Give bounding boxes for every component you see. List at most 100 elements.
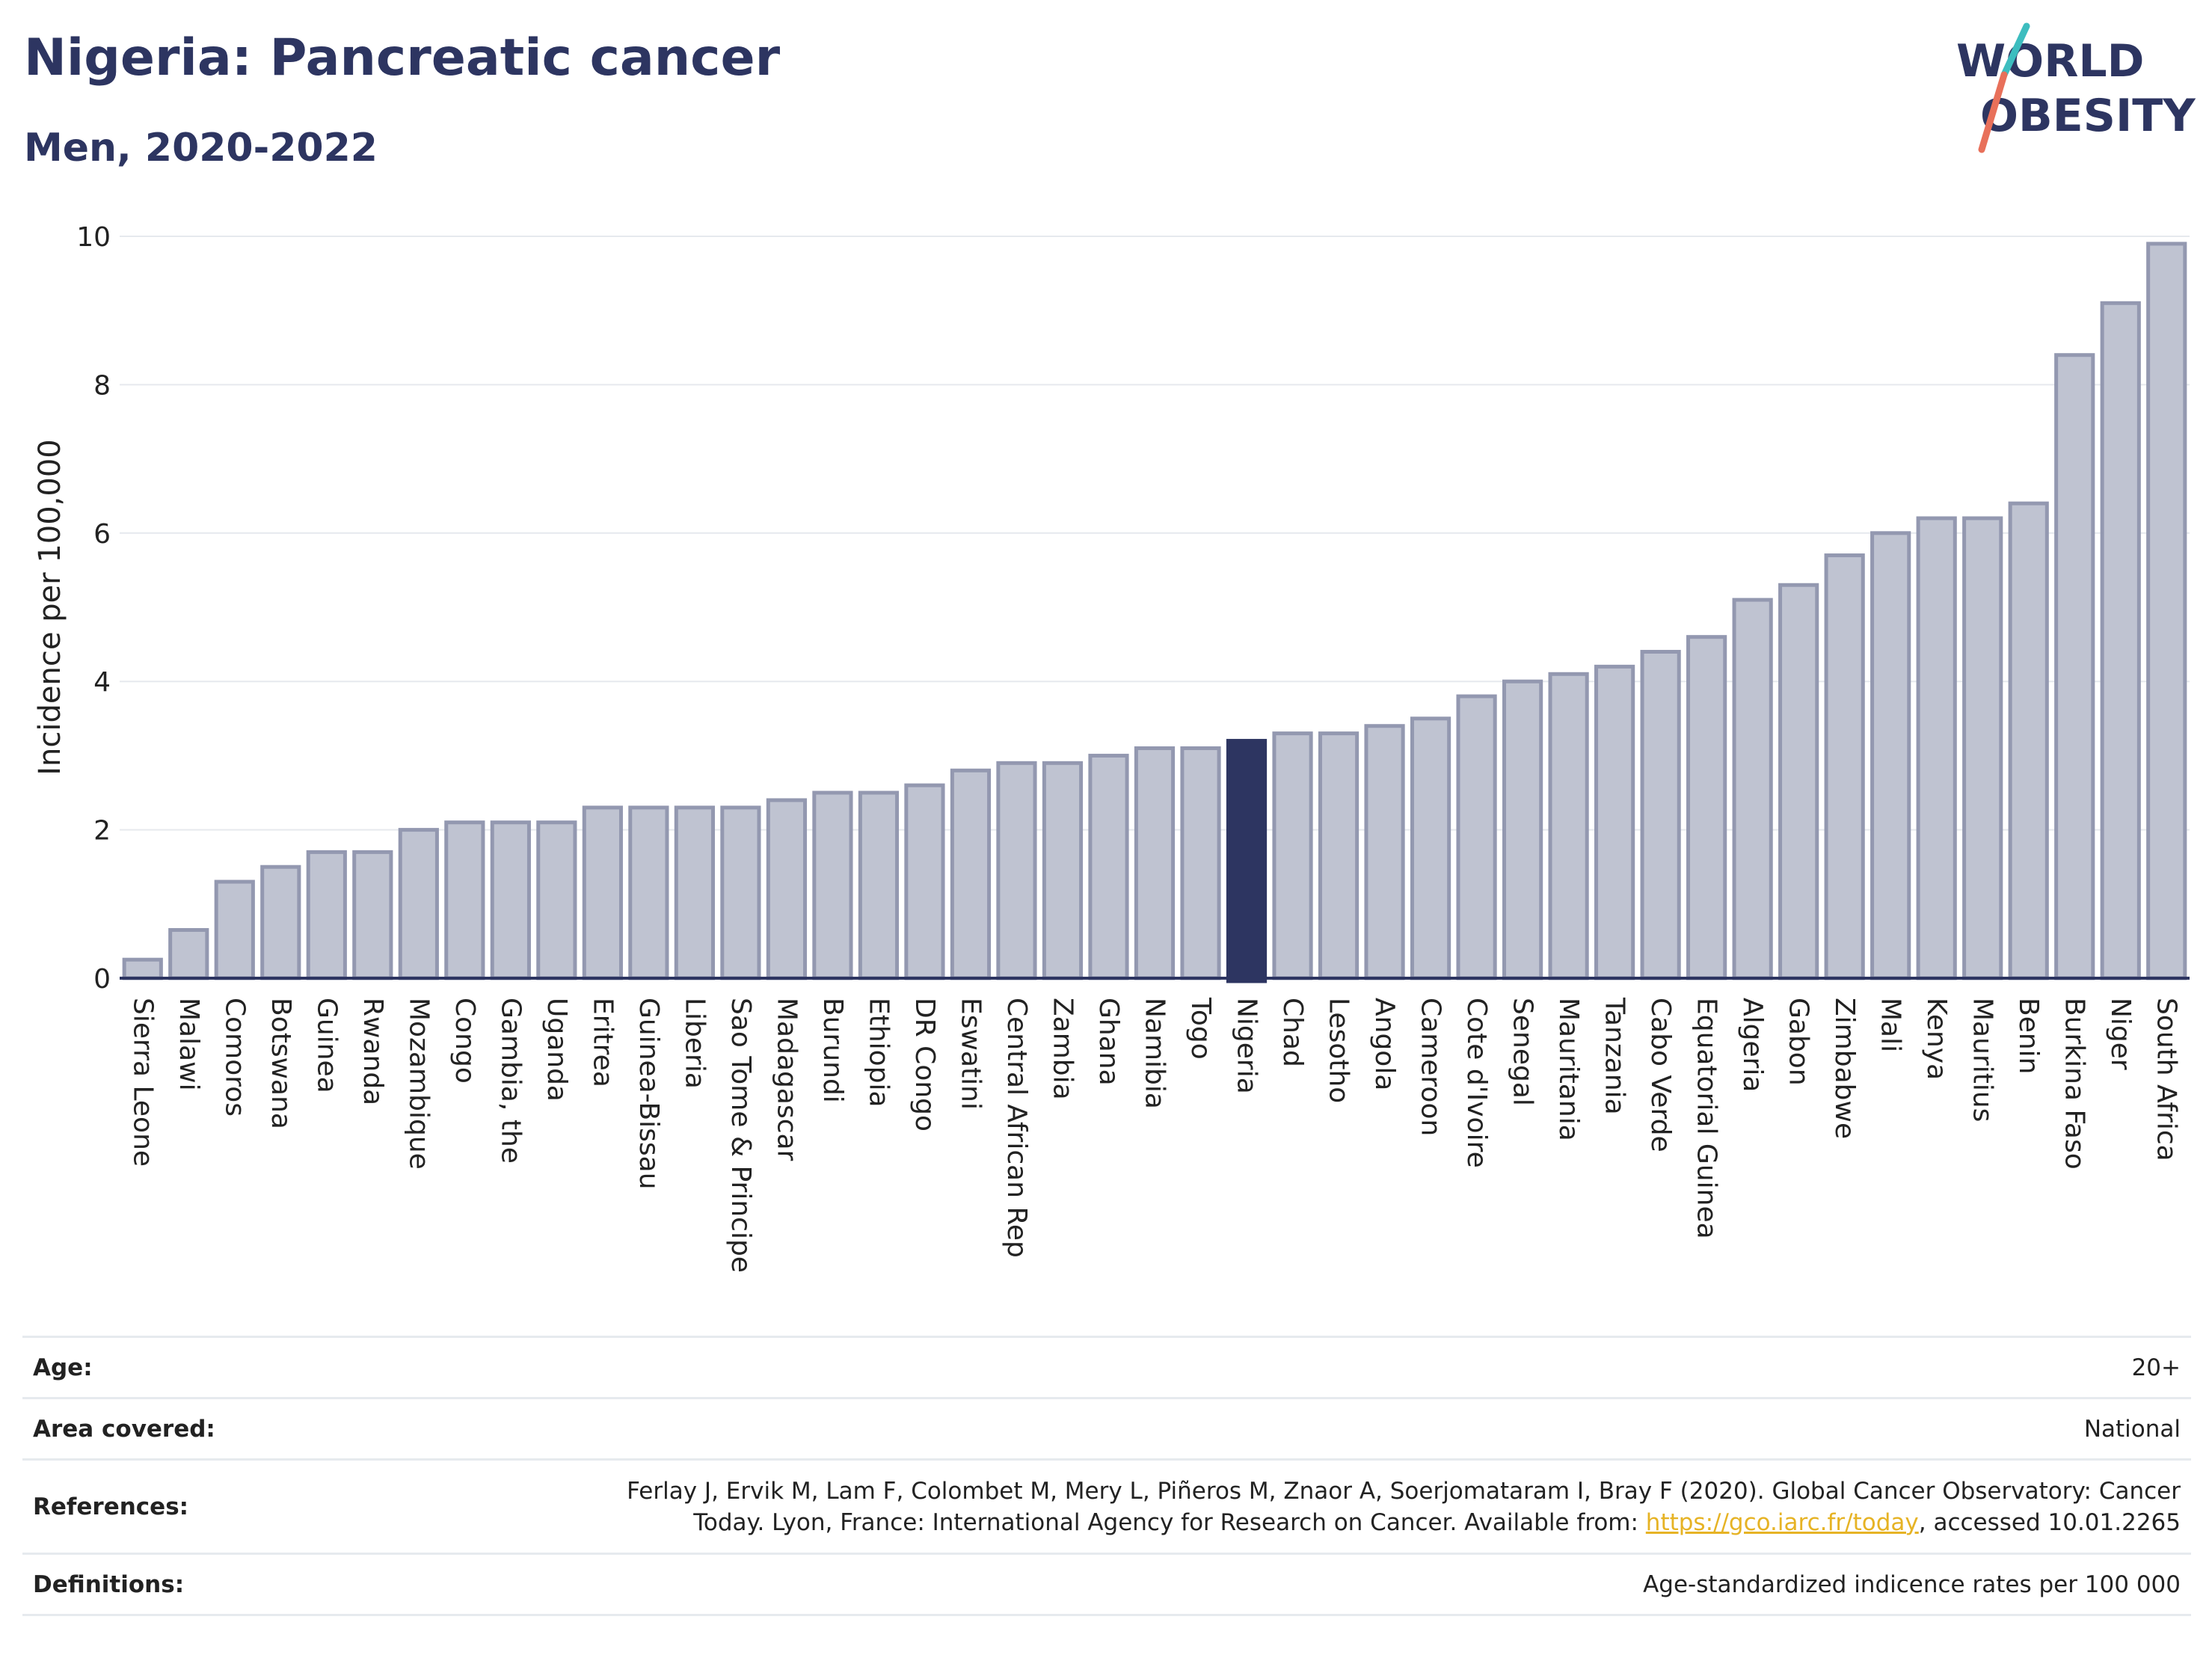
x-tick-label: Cabo Verde (1645, 998, 1676, 1152)
bar (950, 768, 992, 980)
bar (1318, 731, 1360, 980)
x-tick-label: Ghana (1093, 998, 1124, 1086)
bar (444, 820, 485, 980)
x-tick-label: Malawi (173, 998, 204, 1091)
x-tick-label: Guinea-Bissau (633, 998, 664, 1190)
x-tick-label: Algeria (1737, 998, 1768, 1093)
x-tick-label: Sierra Leone (127, 998, 158, 1167)
y-tick-label: 0 (93, 964, 111, 995)
references-text-2: Today. Lyon, France: International Agenc… (693, 1508, 1646, 1536)
definitions-label: Definitions: (22, 1553, 492, 1616)
bar (1180, 746, 1221, 980)
bar (2100, 301, 2141, 980)
y-tick-label: 10 (76, 222, 111, 253)
bar (536, 820, 577, 980)
bar (1548, 672, 1589, 980)
x-tick-label: Niger (2105, 998, 2136, 1070)
references-text-1: Ferlay J, Ervik M, Lam F, Colombet M, Me… (627, 1477, 2181, 1505)
references-link[interactable]: https://gco.iarc.fr/today (1645, 1508, 1919, 1536)
bar (1778, 583, 1819, 980)
x-tick-label: Namibia (1140, 998, 1170, 1109)
area-value: National (492, 1397, 2191, 1460)
x-tick-label: Gambia, the (495, 998, 526, 1164)
x-tick-label: Benin (2013, 998, 2044, 1074)
bar (628, 805, 669, 980)
x-tick-label: Burkina Faso (2059, 998, 2090, 1170)
x-tick-label: Mauritania (1553, 998, 1584, 1141)
bar (1824, 553, 1865, 980)
x-tick-label: DR Congo (909, 998, 940, 1132)
x-tick-label: Tanzania (1600, 997, 1630, 1115)
y-axis-title: Incidence per 100,000 (33, 439, 67, 776)
bar (720, 805, 761, 980)
bar (1594, 664, 1635, 980)
bar (1410, 716, 1451, 980)
bar (2008, 501, 2049, 980)
x-tick-label: Senegal (1508, 998, 1538, 1106)
age-label: Age: (22, 1336, 492, 1398)
age-value: 20+ (492, 1336, 2191, 1398)
logo-slash-teal (2000, 22, 2030, 79)
bar (398, 828, 439, 980)
x-tick-label: Burundi (817, 998, 848, 1103)
bar (2054, 353, 2095, 980)
bar (1134, 746, 1176, 980)
bar (674, 805, 715, 980)
bar (1962, 516, 2003, 980)
x-tick-label: Guinea (311, 998, 342, 1093)
logo-word-obesity: OBESITY (1980, 90, 2196, 142)
x-tick-label: Comoros (219, 998, 250, 1117)
bar (1686, 635, 1727, 980)
x-tick-label: Chad (1277, 998, 1308, 1067)
bar-chart: 0 2 4 6 8 10 Incidence per 100,000 Sierra Leone… (33, 222, 2190, 1273)
bar (766, 798, 808, 980)
x-tick-label: Zambia (1047, 998, 1078, 1100)
x-tick-label: Zimbabwe (1829, 998, 1860, 1139)
x-tick-label: Mozambique (403, 998, 434, 1170)
info-row-definitions: Definitions: Age-standardized indicence … (22, 1553, 2191, 1616)
bar (582, 805, 623, 980)
bar (1502, 679, 1543, 980)
x-tick-label: Mali (1875, 998, 1906, 1052)
x-tick-label: Gabon (1784, 998, 1814, 1086)
references-text-3: , accessed 10.01.2265 (1918, 1508, 2181, 1536)
x-tick-label: Cameroon (1416, 998, 1446, 1136)
x-tick-label: Sao Tome & Principe (725, 998, 756, 1273)
x-tick-label: Rwanda (357, 998, 388, 1105)
x-tick-label: Angola (1369, 998, 1400, 1090)
y-tick-label: 8 (93, 370, 111, 401)
x-tick-label: Central African Rep (1001, 998, 1032, 1258)
x-tick-label: Congo (449, 998, 480, 1084)
y-tick-label: 2 (93, 816, 111, 847)
bar (858, 790, 900, 980)
bar (996, 761, 1037, 980)
x-tick-label: Cote d'Ivoire (1461, 998, 1492, 1168)
bar (1916, 516, 1957, 980)
x-tick-label: Ethiopia (863, 998, 894, 1108)
definitions-value: Age-standardized indicence rates per 100… (492, 1553, 2191, 1616)
x-tick-label: Mauritius (1967, 998, 1998, 1122)
bar (1732, 598, 1773, 980)
x-tick-label: Nigeria (1232, 998, 1262, 1094)
bar (214, 879, 255, 980)
x-tick-label: Liberia (679, 998, 710, 1089)
info-table: Age: 20+ Area covered: National Referenc… (22, 1336, 2191, 1616)
bar (122, 957, 163, 980)
bar (306, 850, 347, 980)
page-subtitle: Men, 2020-2022 (24, 126, 378, 171)
info-row-age: Age: 20+ (22, 1336, 2191, 1398)
x-tick-label: Uganda (541, 998, 572, 1102)
bar (168, 928, 209, 980)
y-tick-label: 6 (93, 519, 111, 550)
area-label: Area covered: (22, 1397, 492, 1460)
bar (1042, 761, 1084, 980)
bar (352, 850, 393, 980)
bar (490, 820, 531, 980)
bar (1456, 694, 1497, 980)
references-value: Ferlay J, Ervik M, Lam F, Colombet M, Me… (492, 1458, 2191, 1554)
bar (904, 783, 945, 980)
x-tick-label: Madagascar (771, 998, 802, 1161)
logo-slash-coral (1978, 71, 2008, 153)
x-tick-label: Eritrea (587, 998, 618, 1087)
bar (260, 865, 301, 980)
